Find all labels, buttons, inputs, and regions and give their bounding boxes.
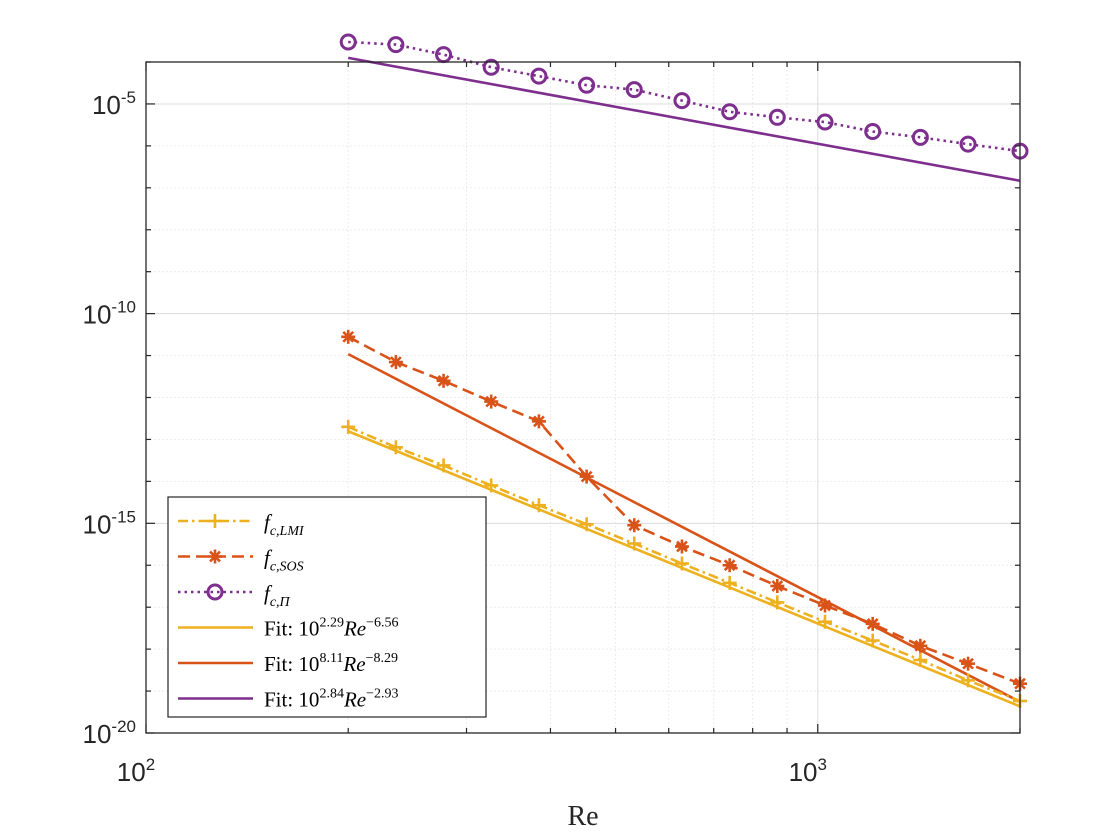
data-point	[579, 469, 594, 484]
legend-entry: Fit: 102.84Re−2.93	[178, 687, 399, 712]
axis-ticks: 10-5 10-10 10-15 10-20 102 103	[83, 61, 1021, 787]
y-tick-label: 10-10	[83, 298, 137, 330]
data-series	[339, 33, 1029, 708]
data-point	[388, 355, 403, 370]
data-point	[436, 458, 451, 473]
data-point	[484, 394, 499, 409]
legend-label: Fit: 108.11Re−8.29	[264, 651, 398, 676]
data-point	[818, 614, 833, 629]
data-point	[722, 575, 737, 590]
data-point	[770, 595, 785, 610]
legend-box	[167, 496, 487, 718]
series-line-3	[348, 40, 1021, 153]
data-point	[339, 33, 357, 51]
data-point	[388, 440, 403, 455]
data-point	[674, 556, 689, 571]
data-point	[531, 498, 546, 513]
y-tick-label: 10-15	[83, 507, 137, 539]
data-point	[341, 419, 356, 434]
fit-line-3	[347, 56, 1021, 183]
grid	[146, 62, 1020, 733]
data-point	[961, 673, 976, 688]
data-point	[816, 113, 834, 131]
fit-lines	[347, 56, 1021, 708]
data-point	[818, 598, 833, 613]
legend-entry: fc,SOS	[178, 546, 304, 575]
data-point	[579, 517, 594, 532]
data-point	[721, 103, 739, 121]
legend-marker	[208, 549, 222, 564]
data-point	[531, 414, 546, 429]
legend-entry: Fit: 102.29Re−6.56	[178, 616, 399, 641]
data-point	[768, 108, 786, 126]
data-point	[341, 329, 356, 344]
data-point	[625, 81, 643, 99]
legend-marker	[208, 514, 222, 528]
data-point	[530, 67, 548, 85]
data-point	[674, 539, 689, 554]
data-point	[959, 135, 977, 153]
data-point	[578, 76, 596, 94]
legend-entry: fc,Π	[178, 581, 291, 610]
data-point	[673, 92, 691, 110]
fit-line-2	[347, 352, 1021, 703]
series-line-1	[347, 425, 1021, 703]
x-tick-label: 102	[117, 755, 155, 787]
data-point	[865, 616, 880, 631]
legend-label: Fit: 102.29Re−6.56	[264, 616, 399, 641]
legend-label: fc,Π	[264, 581, 291, 610]
legend-label: Fit: 102.84Re−2.93	[264, 687, 399, 712]
legend-label: fc,LMI	[264, 510, 305, 539]
data-point	[770, 579, 785, 594]
legend-entry: fc,LMI	[178, 510, 305, 539]
data-point	[387, 36, 405, 54]
legend-label: fc,SOS	[264, 546, 304, 575]
data-point	[722, 558, 737, 573]
data-point	[627, 518, 642, 533]
data-point	[913, 638, 928, 653]
legend-marker	[206, 583, 224, 601]
x-tick-label: 103	[789, 755, 827, 787]
legend-entry: Fit: 108.11Re−8.29	[178, 651, 398, 676]
x-axis-label: Re	[567, 801, 598, 832]
data-point	[913, 653, 928, 668]
data-point	[482, 58, 500, 76]
data-point	[436, 373, 451, 388]
data-point	[865, 633, 880, 648]
data-point	[864, 123, 882, 141]
data-point	[961, 656, 976, 671]
legend: fc,LMI fc,SOS fc,Π Fit: 102.29Re−6.56 Fit: 1…	[167, 496, 487, 718]
y-tick-label: 10-5	[92, 88, 136, 120]
data-point	[911, 128, 929, 146]
y-tick-label: 10-20	[83, 717, 137, 749]
data-point	[627, 536, 642, 551]
fit-line-1	[347, 430, 1021, 708]
data-point	[484, 478, 499, 493]
